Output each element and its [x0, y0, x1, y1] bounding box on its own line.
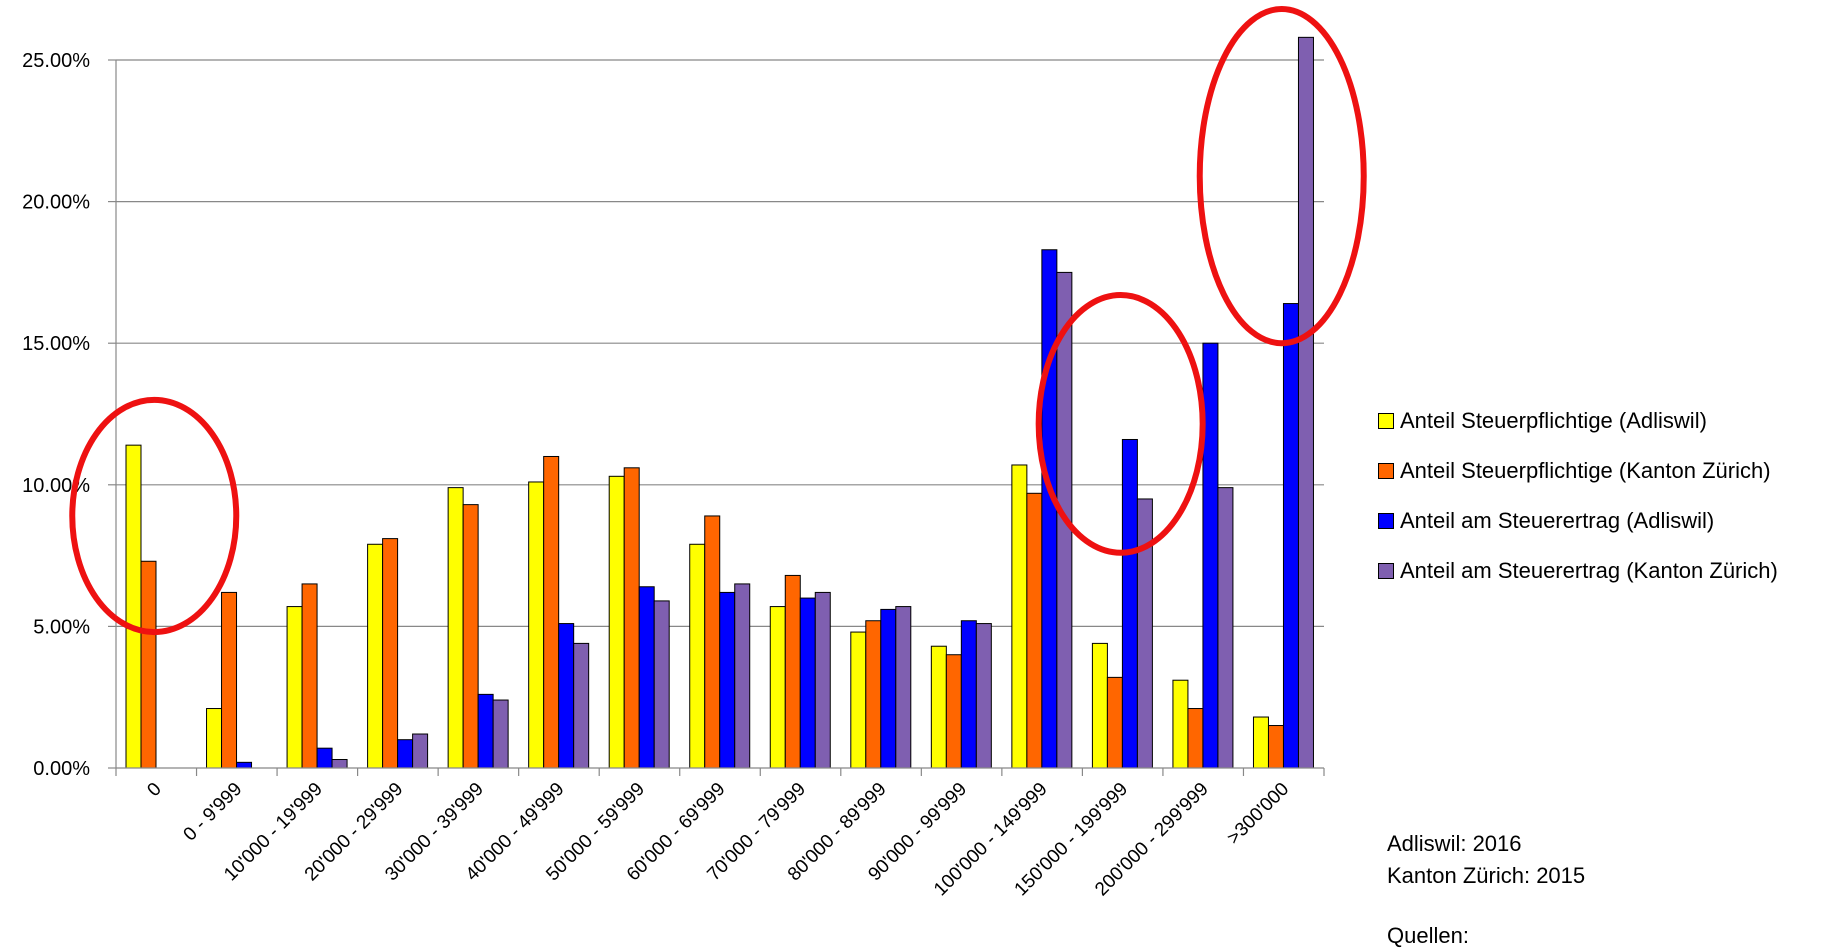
bar[interactable]: [734, 583, 751, 769]
bar[interactable]: [558, 623, 575, 769]
legend-swatch: [1378, 513, 1394, 529]
bar[interactable]: [930, 645, 947, 769]
note-sources: Quellen:: [1387, 923, 1469, 948]
bar[interactable]: [412, 733, 429, 769]
highlight-ellipse: [69, 396, 240, 636]
legend-item[interactable]: Anteil Steuerpflichtige (Kanton Zürich): [1378, 446, 1818, 496]
bar[interactable]: [799, 597, 816, 769]
bar[interactable]: [865, 620, 882, 769]
note-adliswil-year: Adliswil: 2016: [1387, 831, 1522, 856]
bar[interactable]: [316, 747, 333, 769]
x-tick-label: 0: [143, 779, 165, 801]
bar[interactable]: [1136, 498, 1153, 769]
bar[interactable]: [653, 600, 670, 769]
bar[interactable]: [1091, 642, 1108, 769]
bar[interactable]: [447, 487, 464, 769]
bar[interactable]: [382, 538, 399, 769]
bar[interactable]: [528, 481, 545, 769]
legend-swatch: [1378, 563, 1394, 579]
bar[interactable]: [1187, 708, 1204, 769]
bar[interactable]: [236, 761, 253, 769]
bar[interactable]: [1297, 36, 1314, 769]
legend-item[interactable]: Anteil am Steuerertrag (Kanton Zürich): [1378, 546, 1818, 596]
bars: [125, 36, 1314, 769]
x-tick-label: >300'000: [1223, 779, 1293, 849]
bar[interactable]: [1011, 464, 1028, 769]
note-kanton-year: Kanton Zürich: 2015: [1387, 863, 1586, 888]
bar[interactable]: [331, 759, 348, 769]
bar[interactable]: [462, 504, 479, 769]
y-tick-label: 0.00%: [33, 758, 90, 780]
bar[interactable]: [880, 608, 897, 769]
bar[interactable]: [1172, 679, 1189, 769]
highlight-ellipses: [69, 6, 1367, 636]
highlight-ellipse: [1035, 292, 1206, 556]
bar[interactable]: [477, 693, 494, 769]
bar[interactable]: [206, 708, 223, 769]
bar[interactable]: [850, 631, 867, 769]
notes: Adliswil: 2016 Kanton Zürich: 2015 Quell…: [1387, 828, 1585, 952]
legend: Anteil Steuerpflichtige (Adliswil) Antei…: [1378, 396, 1818, 596]
y-tick-label: 20.00%: [22, 192, 90, 214]
bar[interactable]: [689, 543, 706, 769]
bar[interactable]: [286, 606, 303, 769]
bar[interactable]: [960, 620, 977, 769]
bar[interactable]: [397, 739, 414, 769]
legend-swatch: [1378, 463, 1394, 479]
x-tick-label: 0 - 9'999: [180, 779, 247, 846]
bar[interactable]: [784, 574, 801, 769]
bar[interactable]: [1026, 492, 1043, 769]
legend-swatch: [1378, 413, 1394, 429]
y-tick-label: 5.00%: [33, 616, 90, 638]
bar[interactable]: [543, 455, 560, 769]
bar[interactable]: [608, 475, 625, 769]
bar[interactable]: [975, 623, 992, 769]
y-tick-label: 15.00%: [22, 333, 90, 355]
y-tick-labels: 0.00% 5.00% 10.00% 15.00% 20.00% 25.00%: [22, 50, 90, 780]
bar[interactable]: [638, 586, 655, 769]
bar[interactable]: [301, 583, 318, 769]
bar[interactable]: [492, 699, 509, 769]
bar[interactable]: [769, 606, 786, 769]
bar[interactable]: [814, 591, 831, 769]
legend-label: Anteil am Steuerertrag (Adliswil): [1400, 508, 1715, 533]
bar[interactable]: [895, 606, 912, 769]
bar[interactable]: [704, 515, 721, 769]
legend-label: Anteil Steuerpflichtige (Kanton Zürich): [1400, 458, 1771, 483]
bar[interactable]: [623, 467, 640, 769]
bar[interactable]: [573, 642, 590, 769]
legend-label: Anteil Steuerpflichtige (Adliswil): [1400, 408, 1707, 433]
bar[interactable]: [1282, 303, 1299, 769]
bar[interactable]: [1121, 438, 1138, 769]
bar[interactable]: [1106, 676, 1123, 769]
bar[interactable]: [221, 591, 238, 769]
bar[interactable]: [1252, 716, 1269, 769]
bar[interactable]: [945, 654, 962, 769]
y-tick-label: 10.00%: [22, 475, 90, 497]
bar[interactable]: [719, 591, 736, 769]
legend-item[interactable]: Anteil am Steuerertrag (Adliswil): [1378, 496, 1818, 546]
legend-item[interactable]: Anteil Steuerpflichtige (Adliswil): [1378, 396, 1818, 446]
bar[interactable]: [1202, 342, 1219, 769]
bar[interactable]: [1267, 725, 1284, 769]
bar[interactable]: [367, 543, 384, 769]
bar[interactable]: [1217, 487, 1234, 769]
y-tick-label: 25.00%: [22, 50, 90, 72]
bar[interactable]: [125, 444, 142, 769]
legend-label: Anteil am Steuerertrag (Kanton Zürich): [1400, 558, 1778, 583]
highlight-ellipse: [1196, 6, 1367, 347]
bar[interactable]: [1041, 249, 1058, 769]
bar[interactable]: [140, 560, 157, 769]
